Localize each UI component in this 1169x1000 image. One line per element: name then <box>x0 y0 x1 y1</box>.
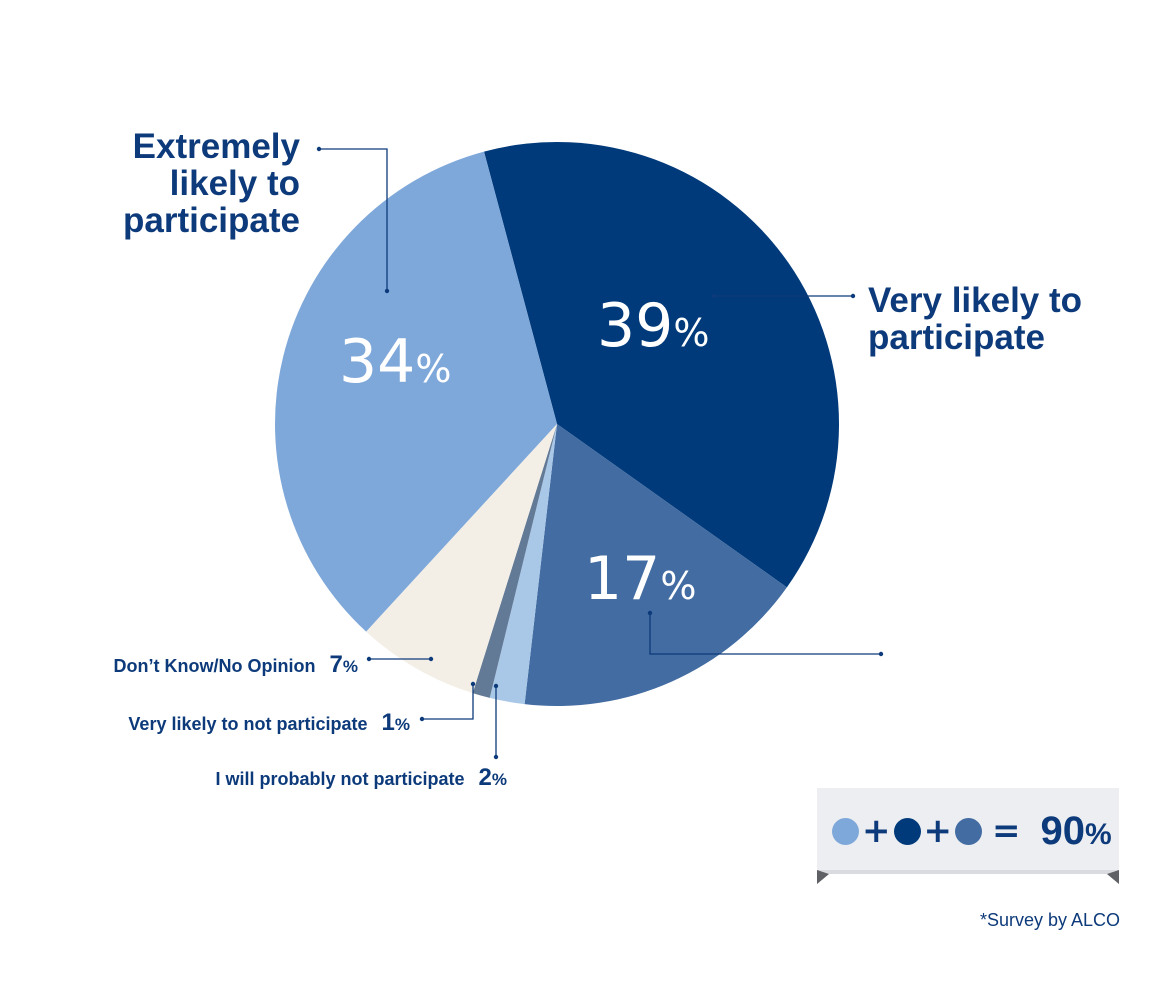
equals-sign: = <box>992 811 1021 851</box>
slice-label-extremely-likely: 34% <box>339 327 451 397</box>
leader-dot <box>647 610 653 616</box>
callout-very-likely-not-label: Very likely to not participate <box>128 714 368 734</box>
leader-dot <box>419 716 425 722</box>
slice-extremely-likely <box>274 151 557 632</box>
slice-dont-know <box>366 424 557 694</box>
leader-dot <box>316 146 322 152</box>
survey-note: *Survey by ALCO <box>979 910 1120 930</box>
legend-equation: + + = 90% <box>832 803 1112 859</box>
pct-sign: % <box>394 715 410 734</box>
slice-probably-not <box>489 424 557 705</box>
legend-dot-very-likely <box>893 817 921 845</box>
callout-dont-know-value: 7 <box>329 651 343 678</box>
legend-dot-seventeen <box>955 817 982 845</box>
slice-seventeen <box>524 424 787 706</box>
callout-probably-not-value: 2 <box>478 764 492 791</box>
callout-dont-know: Don’t Know/No Opinion 7% <box>114 651 358 679</box>
leader-dot <box>366 656 372 662</box>
callout-probably-not-label: I will probably not participate <box>215 769 465 789</box>
leader-dot <box>850 293 856 299</box>
slice-label-seventeen: 17% <box>584 544 696 614</box>
leader-dot <box>711 293 717 299</box>
leader-lines <box>316 146 884 760</box>
callout-very-likely-not-value: 1 <box>381 709 395 736</box>
pie-slices <box>274 141 840 706</box>
leader-dot <box>493 754 499 760</box>
legend-total: 90% <box>1041 809 1112 854</box>
callout-extremely-likely: Extremely likely to participate <box>123 127 300 240</box>
legend-total-pct: % <box>1085 817 1112 851</box>
leader-dot <box>493 683 499 689</box>
leader-dot <box>470 681 476 687</box>
plus-sign: + <box>862 811 891 851</box>
callout-very-likely-not: Very likely to not participate 1% <box>128 709 410 737</box>
pct-sign: % <box>342 657 358 676</box>
plus-sign: + <box>923 811 953 851</box>
legend-dot-extremely-likely <box>832 817 859 845</box>
leader-dot <box>428 656 434 662</box>
leader-extremely-likely <box>319 148 388 291</box>
slice-very-likely <box>484 141 840 588</box>
leader-very-likely-not <box>422 684 474 720</box>
callout-dont-know-label: Don’t Know/No Opinion <box>113 656 316 676</box>
leader-seventeen <box>649 613 881 655</box>
slice-label-very-likely: 39% <box>597 291 709 361</box>
leader-dot <box>878 651 884 657</box>
leader-dot <box>384 288 390 294</box>
callout-very-likely: Very likely to participate <box>868 281 1083 357</box>
slice-very-likely-not <box>472 424 557 698</box>
callout-probably-not: I will probably not participate 2% <box>215 764 507 792</box>
legend-total-value: 90 <box>1040 808 1086 853</box>
pct-sign: % <box>491 770 507 789</box>
legend-ribbon <box>817 870 1119 884</box>
